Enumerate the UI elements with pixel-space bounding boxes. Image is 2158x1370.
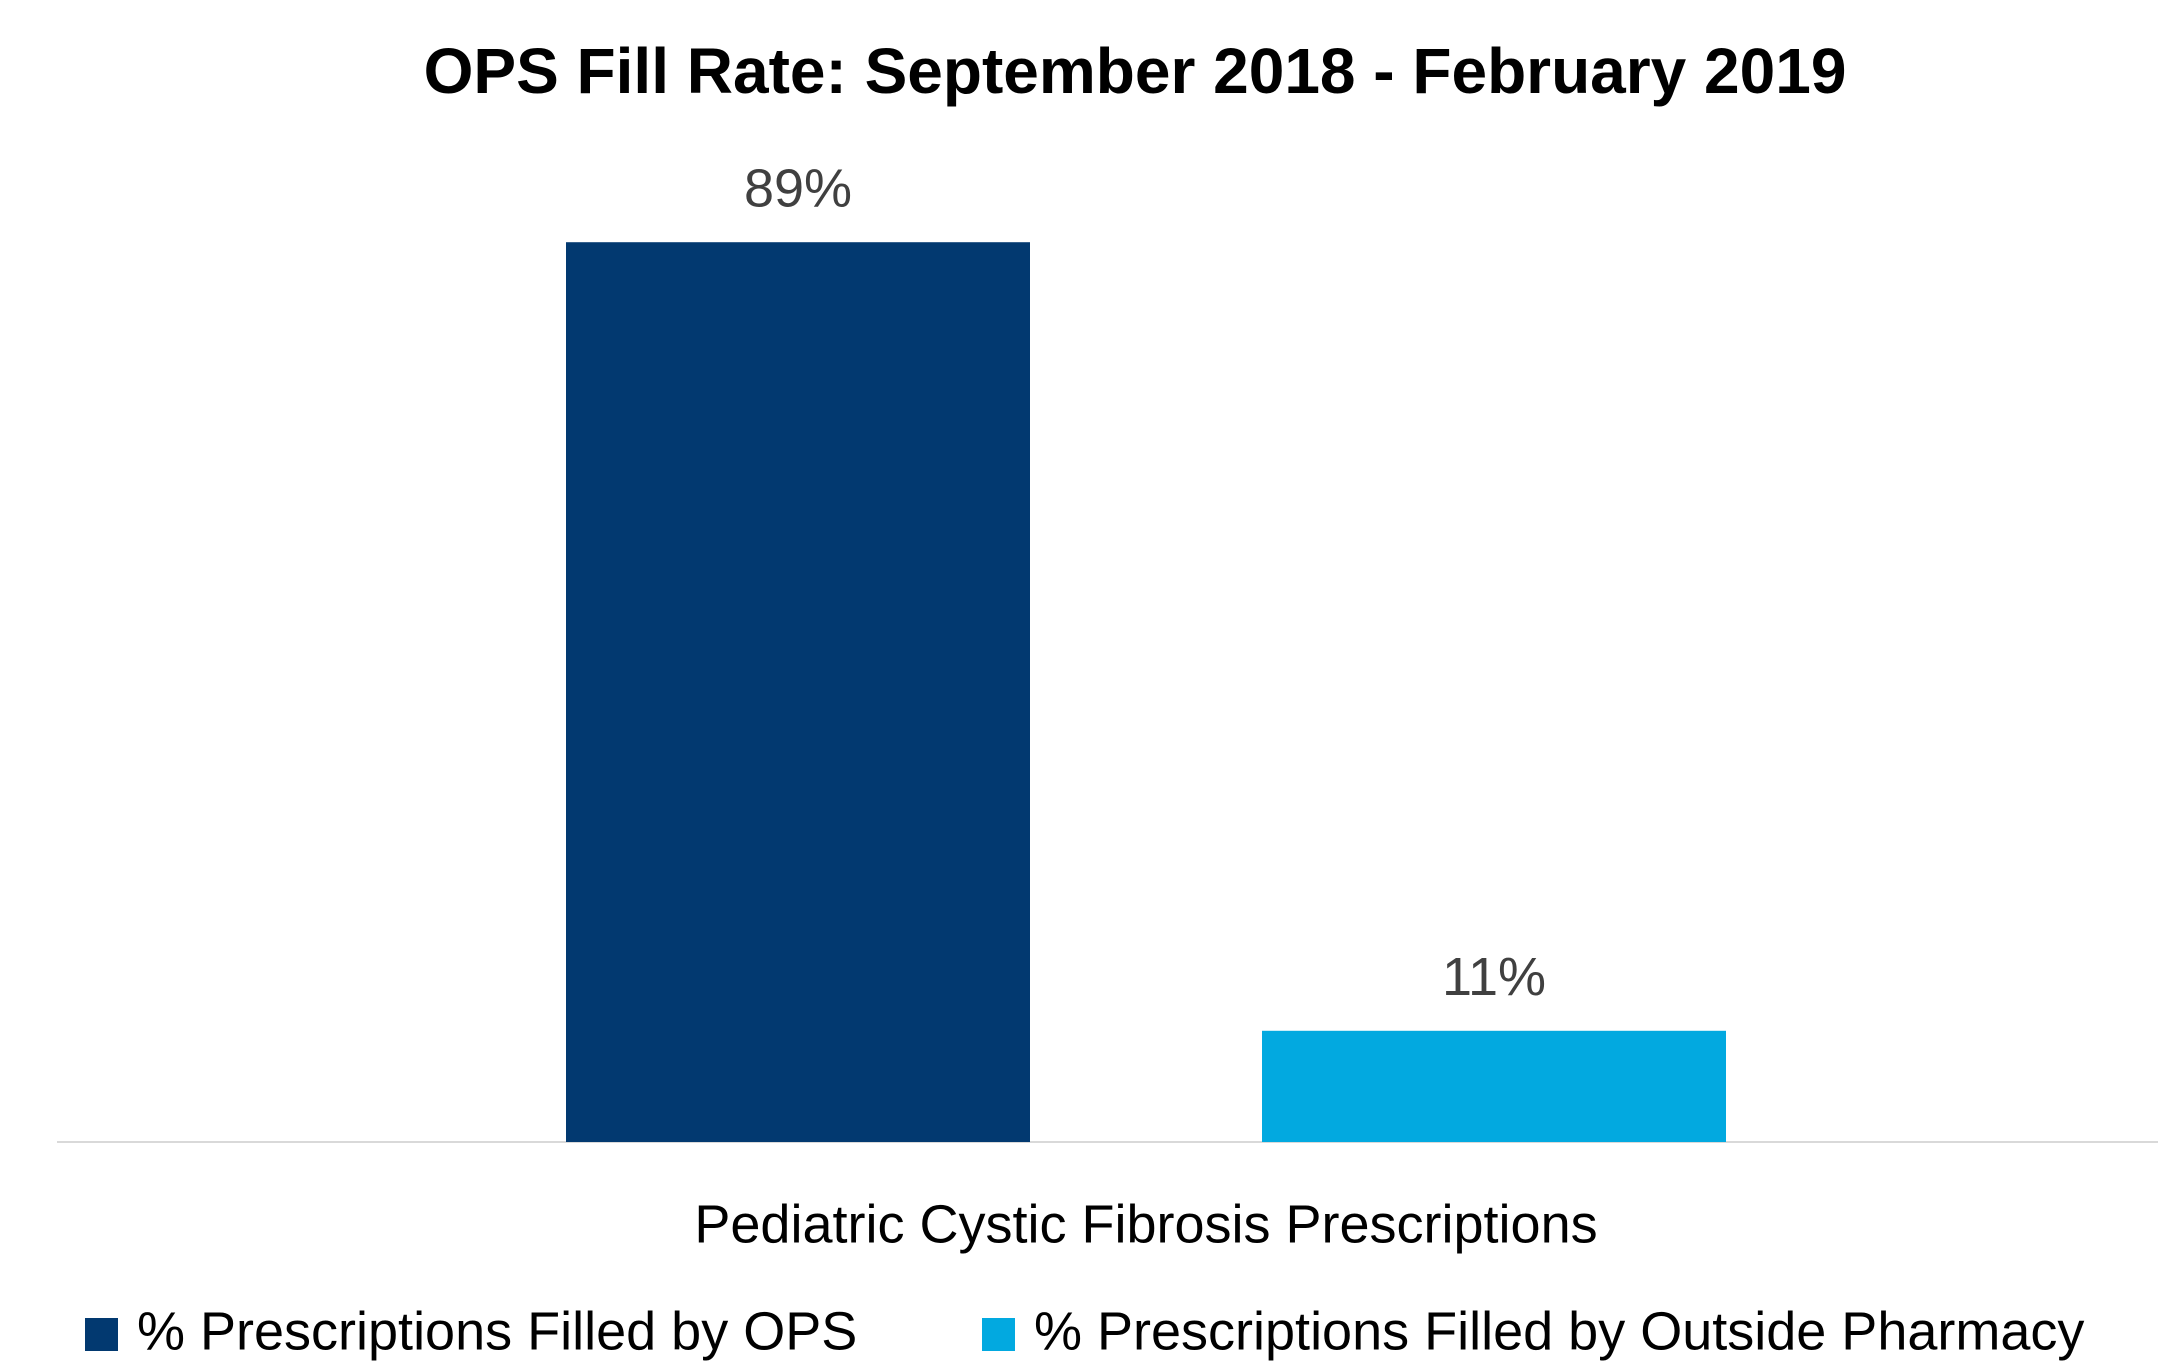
legend-label: % Prescriptions Filled by Outside Pharma… (1034, 1301, 2084, 1361)
bar (566, 242, 1030, 1142)
data-label: 11% (1442, 947, 1546, 1007)
legend-swatch (85, 1318, 118, 1351)
data-label: 89% (744, 158, 852, 218)
chart-title: OPS Fill Rate: September 2018 - February… (424, 35, 1847, 107)
legend-label: % Prescriptions Filled by OPS (137, 1301, 857, 1361)
x-category-label: Pediatric Cystic Fibrosis Prescriptions (694, 1194, 1597, 1254)
legend-swatch (982, 1318, 1015, 1351)
bar (1262, 1030, 1726, 1142)
